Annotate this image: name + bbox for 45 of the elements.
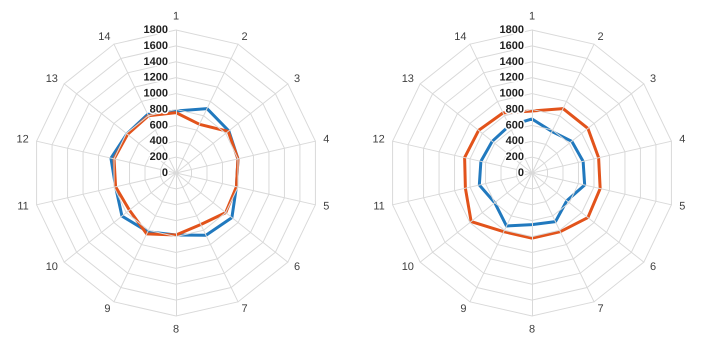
- spoke-label: 2: [242, 30, 248, 43]
- y-tick-label: 1800: [500, 24, 524, 36]
- spoke-label: 11: [17, 200, 29, 213]
- spoke-label: 10: [46, 261, 58, 274]
- y-tick-label: 1200: [144, 72, 168, 84]
- spoke-label: 4: [679, 133, 686, 146]
- spoke-label: 14: [98, 30, 110, 43]
- spoke-label: 9: [104, 303, 110, 316]
- y-tick-label: 1600: [500, 40, 524, 52]
- spoke-label: 5: [679, 200, 686, 213]
- spoke-label: 13: [402, 72, 414, 85]
- y-tick-label: 400: [506, 135, 524, 148]
- spoke-label: 3: [650, 72, 656, 85]
- spoke-label: 12: [372, 133, 385, 146]
- y-tick-label: 200: [506, 151, 524, 164]
- spoke-label: 2: [598, 30, 604, 43]
- y-tick-label: 1400: [144, 56, 168, 68]
- spoke-label: 3: [294, 72, 300, 85]
- spoke-label: 1: [172, 10, 180, 22]
- y-tick-label: 1800: [144, 24, 168, 36]
- spoke-label: 9: [460, 303, 466, 316]
- y-tick-label: 600: [150, 119, 168, 132]
- y-tick-label: 0: [162, 167, 168, 179]
- spoke-label: 14: [454, 30, 466, 43]
- spoke-label: 4: [323, 133, 330, 146]
- y-tick-label: 0: [518, 167, 524, 179]
- y-tick-label: 1200: [500, 72, 524, 84]
- y-tick-label: 1400: [500, 56, 524, 68]
- spoke-label: 6: [650, 261, 656, 274]
- spoke-label: 8: [528, 324, 536, 336]
- spoke-label: 7: [598, 303, 604, 316]
- spoke-label: 7: [242, 303, 248, 316]
- spoke-label: 6: [294, 261, 300, 274]
- spoke-label: 5: [323, 200, 330, 213]
- spoke-label: 8: [172, 324, 180, 336]
- spoke-label: 12: [16, 133, 29, 146]
- y-tick-label: 1000: [500, 88, 524, 100]
- y-tick-label: 400: [150, 135, 168, 148]
- spoke-label: 1: [528, 10, 536, 22]
- y-tick-label: 1600: [144, 40, 168, 52]
- y-tick-label: 200: [150, 151, 168, 164]
- spoke-label: 10: [402, 261, 414, 274]
- spoke-label: 11: [373, 200, 385, 213]
- spoke-label: 13: [46, 72, 58, 85]
- y-tick-label: 1000: [144, 88, 168, 100]
